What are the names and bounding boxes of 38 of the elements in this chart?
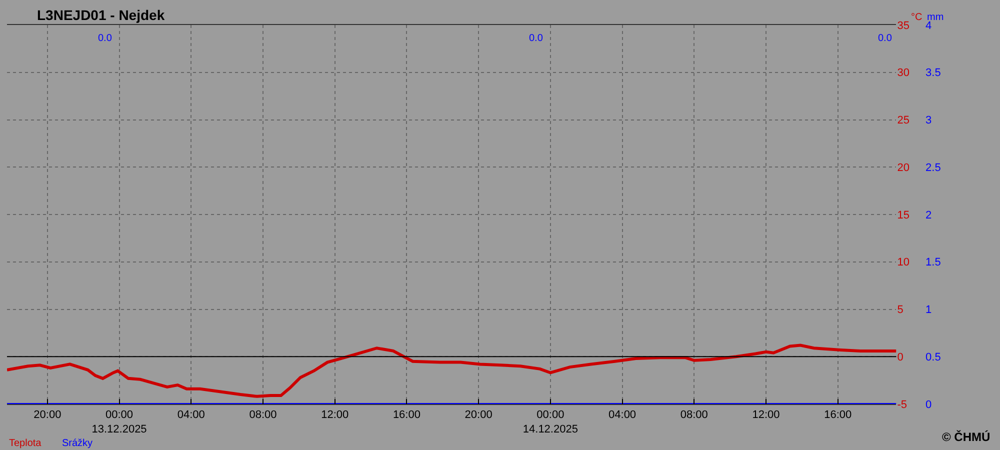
y-axis-title: °C xyxy=(911,12,922,23)
y-tick-label: 30 xyxy=(897,67,910,80)
y2-tick-label: 0 xyxy=(926,398,932,411)
annotation: 0.0 xyxy=(878,33,892,44)
line-series xyxy=(7,344,896,398)
y2-tick-label: 1 xyxy=(926,304,932,316)
y-tick-label: -5 xyxy=(897,398,908,411)
y-tick-label: 10 xyxy=(897,256,910,269)
x-tick-label: 08:00 xyxy=(680,409,708,422)
x-tick-label: 08:00 xyxy=(249,409,277,422)
y2-tick-label: 2 xyxy=(926,209,932,222)
y-tick-label: 25 xyxy=(897,114,910,127)
annotation: 0.0 xyxy=(529,33,544,44)
text: Teplota xyxy=(9,438,42,449)
y-tick-label: 0 xyxy=(897,351,904,364)
x-tick-label: 00:00 14.12.2025 xyxy=(522,409,578,436)
text: Srážky xyxy=(62,438,93,449)
x-tick-label: 20:00 xyxy=(464,409,492,422)
x-tick-label: 16:00 xyxy=(824,409,852,422)
annotation: 0.0 xyxy=(98,33,112,44)
x-tick-label: 00:00 13.12.2025 xyxy=(92,409,147,436)
y-tick-label: 5 xyxy=(897,304,904,316)
y-tick-label: 35 xyxy=(897,20,910,32)
x-tick-label: 20:00 xyxy=(34,409,62,422)
y2-tick-label: 2.5 xyxy=(926,162,941,174)
text: © ČHMÚ xyxy=(942,430,990,444)
x-tick-label: 04:00 xyxy=(608,409,636,422)
y2-tick-label: 0.5 xyxy=(926,351,941,364)
x-tick-label: 12:00 xyxy=(752,409,780,422)
y2-tick-label: 3 xyxy=(926,114,932,127)
y2-tick-label: 1.5 xyxy=(926,256,941,269)
y-tick-label: 15 xyxy=(897,209,910,222)
y-tick-label: 20 xyxy=(897,162,910,174)
x-tick-label: 16:00 xyxy=(392,409,420,422)
x-tick-label: 04:00 xyxy=(177,409,205,422)
y2-tick-label: 3.5 xyxy=(926,67,941,80)
x-tick-label: 12:00 xyxy=(321,409,349,422)
chart-title: L3NEJD01 - Nejdek xyxy=(37,7,165,23)
